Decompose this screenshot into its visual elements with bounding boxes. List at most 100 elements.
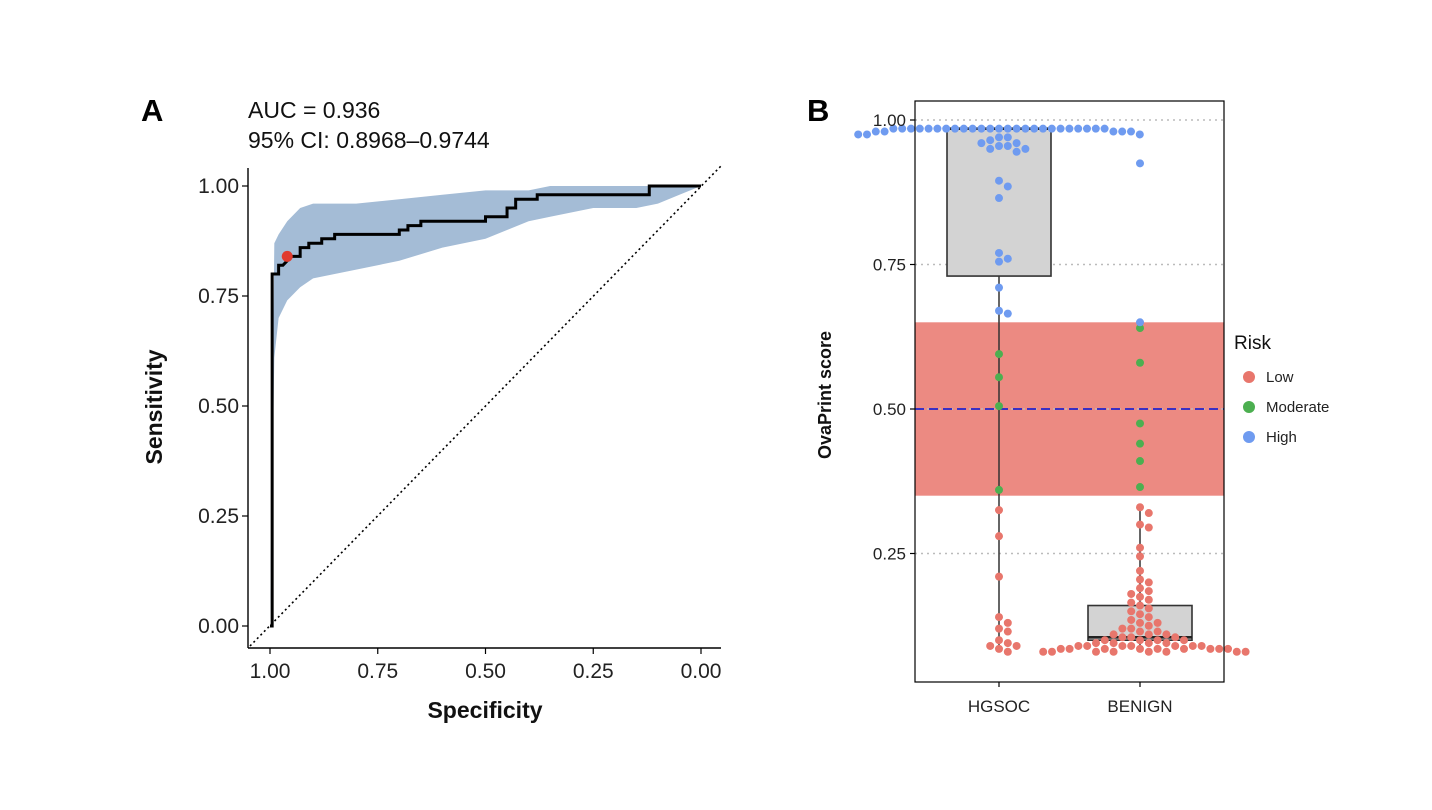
- legend-label-low: Low: [1266, 369, 1294, 386]
- data-point-low: [1136, 575, 1144, 584]
- data-point-high: [995, 248, 1003, 257]
- data-point-high: [1109, 127, 1118, 136]
- data-point-low: [1241, 647, 1250, 656]
- data-point-high: [1003, 254, 1012, 263]
- data-point-high: [1003, 182, 1012, 191]
- data-point-low: [1003, 647, 1012, 656]
- data-point-low: [1188, 641, 1197, 650]
- data-point-high: [1012, 124, 1021, 133]
- data-point-high: [1118, 127, 1127, 136]
- data-point-moderate: [995, 350, 1003, 359]
- legend-label-high: High: [1266, 429, 1297, 446]
- data-point-low: [1144, 578, 1153, 587]
- roc-y-tick-label: 0.00: [198, 615, 239, 638]
- roc-plot-area: 1.00 0.75 0.50 0.25 0.00 0.00 0.25 0.50 0.75 1.00: [198, 165, 722, 683]
- roc-y-tick-label: 0.50: [198, 395, 239, 418]
- data-point-high: [1100, 124, 1109, 133]
- data-point-high: [1012, 139, 1021, 148]
- data-point-low: [1136, 627, 1144, 636]
- data-point-high: [977, 139, 986, 148]
- data-point-high: [986, 136, 995, 145]
- score-y-tick-label: 1.00: [873, 111, 906, 130]
- data-point-low: [1118, 624, 1127, 633]
- data-point-low: [1144, 613, 1153, 622]
- data-point-moderate: [995, 485, 1003, 494]
- data-point-high: [942, 124, 951, 133]
- data-point-low: [1056, 644, 1065, 653]
- score-x-tick-label: HGSOC: [968, 697, 1030, 716]
- data-point-low: [1092, 639, 1100, 648]
- roc-x-tick-label: 1.00: [250, 660, 291, 683]
- data-point-high: [986, 124, 995, 133]
- data-point-high: [933, 124, 942, 133]
- data-point-low: [1144, 639, 1153, 648]
- data-point-low: [1127, 641, 1136, 650]
- data-point-low: [1065, 644, 1074, 653]
- data-point-high: [1074, 124, 1083, 133]
- data-point-low: [1215, 644, 1224, 653]
- data-point-high: [915, 124, 924, 133]
- data-point-moderate: [995, 402, 1003, 411]
- roc-y-axis-title: Sensitivity: [141, 349, 167, 464]
- data-point-low: [1144, 647, 1153, 656]
- data-point-low: [1232, 647, 1241, 656]
- data-point-low: [995, 572, 1003, 581]
- data-point-low: [1136, 610, 1144, 619]
- data-point-low: [1180, 644, 1188, 653]
- legend-label-moderate: Moderate: [1266, 399, 1329, 416]
- data-point-high: [977, 124, 986, 133]
- risk-legend: Risk Low Moderate High: [1234, 333, 1329, 446]
- data-point-low: [1153, 627, 1162, 636]
- data-point-moderate: [1136, 457, 1144, 466]
- data-point-high: [995, 124, 1003, 133]
- data-point-low: [1144, 604, 1153, 613]
- data-point-high: [1091, 124, 1100, 133]
- roc-panel: A AUC = 0.936 95% CI: 0.8968–0.9744 1.00…: [141, 93, 722, 723]
- legend-key-moderate: [1243, 401, 1255, 413]
- data-point-low: [1162, 647, 1171, 656]
- roc-y-tick-label: 0.25: [198, 505, 239, 528]
- roc-x-tick-label: 0.75: [357, 660, 398, 683]
- data-point-low: [1136, 618, 1144, 627]
- score-x-tick-label: BENIGN: [1107, 697, 1172, 716]
- data-point-high: [854, 130, 863, 139]
- data-point-low: [995, 506, 1003, 515]
- data-point-high: [871, 127, 880, 136]
- roc-x-axis-title: Specificity: [427, 697, 542, 723]
- data-point-low: [1153, 618, 1162, 627]
- data-point-moderate: [1136, 324, 1144, 333]
- data-point-high: [880, 127, 889, 136]
- data-point-low: [1136, 543, 1144, 552]
- data-point-low: [1153, 636, 1162, 645]
- roc-y-tick-label: 1.00: [198, 175, 239, 198]
- data-point-low: [1109, 630, 1118, 639]
- data-point-high: [1127, 127, 1135, 136]
- data-point-low: [1136, 503, 1144, 512]
- data-point-low: [1171, 633, 1180, 642]
- data-point-high: [1083, 124, 1091, 133]
- data-point-low: [1144, 595, 1153, 604]
- data-point-low: [1144, 587, 1153, 596]
- data-point-low: [1127, 615, 1136, 624]
- data-point-low: [1012, 641, 1021, 650]
- data-point-low: [1039, 647, 1048, 656]
- data-point-low: [1136, 566, 1144, 575]
- data-point-low: [1074, 641, 1083, 650]
- data-point-low: [995, 532, 1003, 541]
- data-point-low: [1118, 641, 1127, 650]
- data-point-high: [995, 133, 1003, 142]
- data-point-high: [889, 124, 898, 133]
- data-point-high: [995, 283, 1003, 292]
- data-point-high: [995, 257, 1003, 266]
- data-point-low: [995, 636, 1003, 645]
- data-point-high: [1056, 124, 1065, 133]
- data-point-low: [1136, 552, 1144, 561]
- roc-x-tick-label: 0.25: [573, 660, 614, 683]
- data-point-moderate: [1136, 358, 1144, 367]
- auc-annotation: AUC = 0.936: [248, 97, 380, 123]
- data-point-high: [1136, 159, 1144, 168]
- data-point-low: [1003, 627, 1012, 636]
- data-point-low: [1083, 641, 1092, 650]
- panel-a-letter: A: [141, 93, 163, 128]
